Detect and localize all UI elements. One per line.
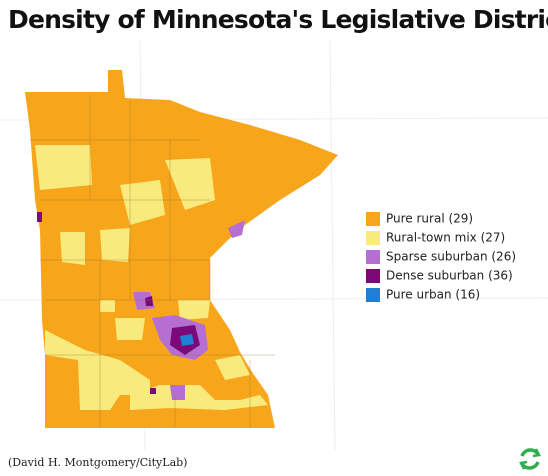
logo (519, 448, 541, 470)
legend-label: Rural-town mix (27) (386, 231, 505, 245)
district (215, 355, 250, 380)
district (35, 145, 92, 190)
district (120, 180, 165, 225)
district (37, 212, 42, 222)
district (165, 158, 215, 210)
district (145, 296, 153, 306)
legend-label: Pure rural (29) (386, 212, 473, 226)
district (180, 334, 194, 346)
district (228, 220, 245, 238)
legend-swatch (366, 231, 380, 245)
district (100, 300, 115, 312)
district (100, 228, 130, 262)
district (178, 300, 210, 320)
minnesota-map (25, 70, 338, 428)
district (130, 385, 268, 410)
district (45, 330, 150, 410)
state-base (25, 70, 338, 428)
legend-swatch (366, 269, 380, 283)
legend-label: Sparse suburban (26) (386, 250, 516, 264)
title: Density of Minnesota's Legislative Distr… (8, 5, 548, 34)
district (150, 388, 156, 394)
legend-swatch (366, 288, 380, 302)
credit: (David H. Montgomery/CityLab) (8, 456, 187, 469)
legend: Pure rural (29) Rural-town mix (27) Sparse… (366, 212, 516, 302)
district-lines (30, 95, 275, 428)
legend-swatch (366, 212, 380, 226)
district (60, 232, 85, 265)
district (170, 385, 185, 400)
district (115, 318, 145, 340)
legend-label: Pure urban (16) (386, 288, 480, 302)
legend-swatch (366, 250, 380, 264)
legend-label: Dense suburban (36) (386, 269, 513, 283)
